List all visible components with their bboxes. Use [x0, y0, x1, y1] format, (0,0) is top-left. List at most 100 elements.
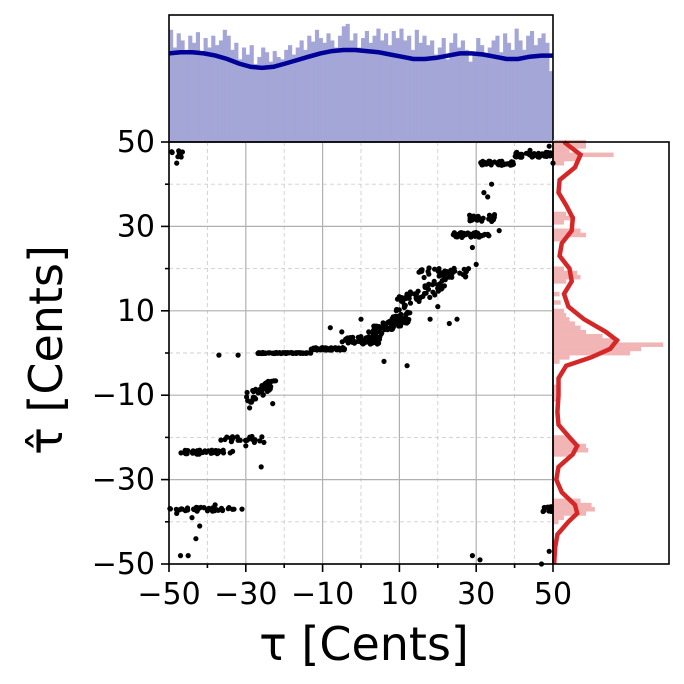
right-hist-bar [553, 211, 567, 217]
top-hist-bar [384, 33, 389, 143]
scatter-point [235, 437, 241, 443]
scatter-point [228, 439, 234, 445]
top-hist-bar [361, 38, 366, 143]
top-hist-bar [468, 61, 473, 142]
x-tick-label-1: −30 [214, 577, 277, 612]
scatter-point [342, 337, 348, 343]
top-hist-bar [545, 42, 550, 142]
scatter-point [546, 143, 552, 149]
scatter-point [370, 334, 376, 340]
top-hist-bar [403, 40, 408, 142]
scatter-point [178, 506, 184, 512]
x-tick-label-4: 30 [457, 577, 495, 612]
top-hist-bar [433, 54, 439, 142]
scatter-point [197, 447, 203, 453]
scatter-point [388, 325, 394, 331]
scatter-point [218, 505, 225, 511]
scatter-point [270, 401, 276, 407]
minor-grid [169, 142, 553, 564]
top-hist-bar [514, 28, 519, 142]
scatter-point [485, 194, 491, 200]
scatter-point [368, 341, 374, 347]
right-hist-bar [553, 220, 565, 225]
top-hist-bar [238, 59, 243, 142]
y-tick-label-2: −10 [92, 378, 155, 413]
scatter-point [247, 405, 253, 411]
top-hist-bar [457, 47, 462, 143]
top-hist-bar [449, 42, 454, 142]
scatter-point [328, 345, 334, 351]
x-tick-label-5: 50 [534, 577, 572, 612]
scatter-point [473, 261, 479, 267]
scatter-point [298, 350, 304, 356]
right-hist-bar [553, 355, 570, 360]
top-hist-bar [506, 42, 512, 142]
top-hist-bar [176, 33, 181, 143]
scatter-point [416, 269, 422, 275]
top-hist-bar [353, 33, 358, 143]
top-hist-bar [272, 51, 277, 143]
top-hist-bar [476, 38, 481, 143]
top-hist-bar [349, 40, 354, 142]
right-hist-bar [553, 342, 664, 347]
right-hist-bar [553, 148, 570, 153]
top-hist-bar [399, 28, 404, 142]
x-axis-label: τ [Cents] [259, 617, 469, 671]
top-hist-bar [230, 49, 235, 143]
scatter-point [461, 266, 467, 272]
scatter-point [291, 350, 297, 356]
scatter-point [391, 316, 397, 323]
x-tick-label-2: −10 [291, 577, 354, 612]
scatter-point [437, 281, 443, 287]
right-hist-bar [553, 270, 578, 276]
top-hist-bar [372, 35, 377, 143]
scatter-point [406, 295, 412, 301]
top-hist-bar [499, 52, 504, 142]
top-hist-bar [441, 38, 446, 143]
right-hist-bar [553, 435, 570, 440]
scatter-point [185, 553, 191, 559]
right-hist-bar [553, 308, 565, 314]
right-hist-bar [553, 334, 603, 339]
scatter-point [239, 506, 245, 512]
scatter-point [404, 291, 410, 297]
scatter-point [486, 212, 493, 218]
scatter-point [547, 150, 554, 156]
top-hist-bar [184, 49, 189, 143]
top-hist-bar [284, 49, 289, 143]
scatter-point [179, 149, 185, 155]
scatter-point [203, 449, 209, 455]
scatter-point [304, 350, 310, 356]
right-hist-bar [553, 291, 560, 297]
scatter-point [453, 234, 459, 240]
scatter-point [273, 378, 279, 384]
scatter-point [258, 350, 264, 356]
scatter-point [489, 181, 495, 187]
scatter-point [183, 448, 189, 454]
top-hist-bar [460, 40, 465, 142]
axis-ticks [161, 141, 554, 572]
top-hist-bar [265, 52, 270, 142]
top-hist-bar [303, 49, 308, 143]
top-hist-bar [387, 45, 393, 142]
top-hist-bar [464, 49, 469, 143]
y-tick-label-5: 50 [117, 125, 155, 160]
top-hist-bar [211, 35, 216, 143]
top-hist-bar [430, 40, 435, 142]
scatter-point [197, 523, 203, 529]
top-hist-bar [334, 47, 339, 143]
scatter-point [454, 316, 460, 322]
right-hist-bar [553, 359, 560, 364]
right-hist-bar [553, 443, 587, 449]
scatter-point [184, 505, 191, 511]
top-hist-bar [215, 45, 220, 142]
scatter-point [374, 323, 380, 329]
scatter-point [446, 320, 452, 327]
scatter-point [175, 154, 181, 160]
scatter-point [259, 434, 265, 440]
right-marginal-axes [551, 139, 670, 565]
scatter-point [225, 506, 231, 512]
scatter-point [480, 158, 486, 164]
x-tick-labels: −50 −30 −10 10 30 50 [137, 577, 572, 612]
